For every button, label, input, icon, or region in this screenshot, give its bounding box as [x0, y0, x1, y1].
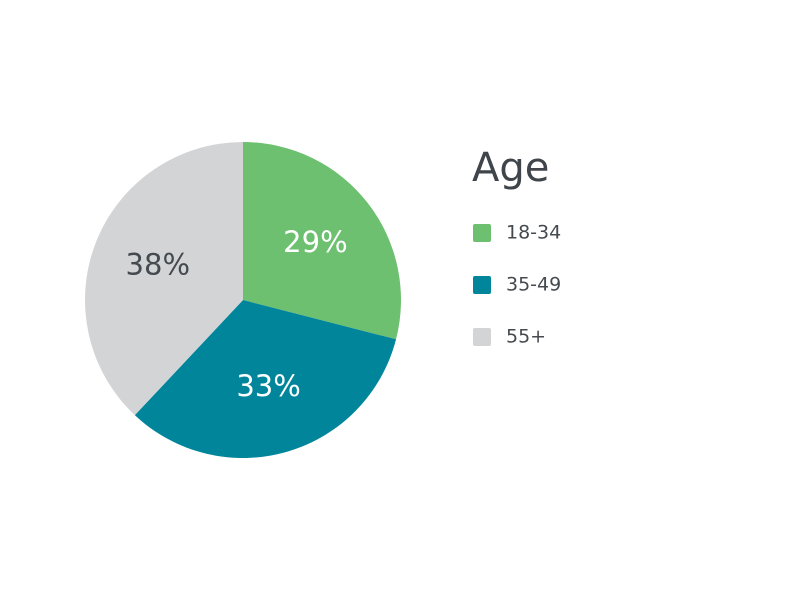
slice-label: 33%	[236, 369, 300, 403]
legend-swatch	[473, 328, 491, 346]
pie-slice	[85, 142, 243, 416]
legend-swatch	[473, 224, 491, 242]
legend-title: Age	[472, 145, 549, 191]
pie-slice	[243, 142, 401, 340]
legend-label: 18-34	[506, 222, 561, 244]
legend-label: 35-49	[506, 274, 561, 296]
legend-swatch	[473, 276, 491, 294]
pie-slice	[134, 300, 397, 458]
legend-label: 55+	[506, 326, 546, 348]
slice-label: 38%	[126, 247, 190, 281]
slice-label: 29%	[283, 225, 347, 259]
